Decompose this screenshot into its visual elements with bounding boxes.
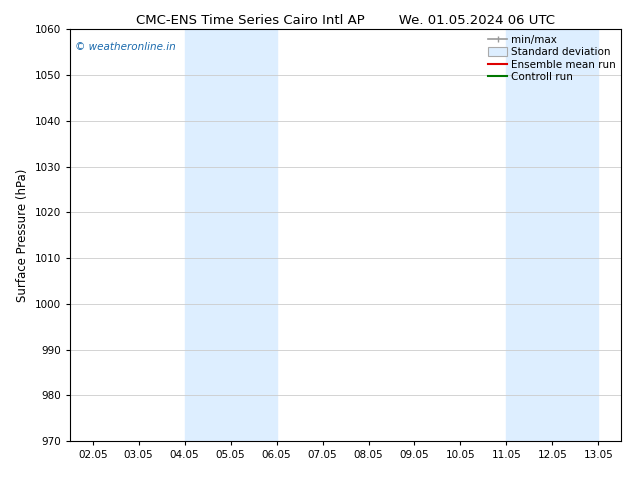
Legend: min/max, Standard deviation, Ensemble mean run, Controll run: min/max, Standard deviation, Ensemble me… xyxy=(486,32,618,84)
Title: CMC-ENS Time Series Cairo Intl AP        We. 01.05.2024 06 UTC: CMC-ENS Time Series Cairo Intl AP We. 01… xyxy=(136,14,555,27)
Y-axis label: Surface Pressure (hPa): Surface Pressure (hPa) xyxy=(16,169,29,302)
Bar xyxy=(507,29,598,441)
Bar xyxy=(184,29,276,441)
Text: © weatheronline.in: © weatheronline.in xyxy=(75,42,176,52)
